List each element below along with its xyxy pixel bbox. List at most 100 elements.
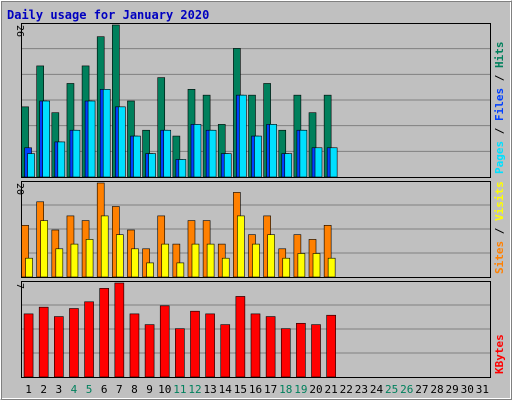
y-max-label: 7 [14, 283, 25, 289]
x-tick-label-day-16: 16 [249, 383, 262, 396]
right-label-segment: KBytes [493, 334, 506, 374]
bar-sites-day-3 [55, 248, 64, 278]
x-tick-label-day-28: 28 [430, 383, 443, 396]
bar-sites-day-17 [267, 234, 275, 278]
bar-kbytes-day-7 [114, 282, 125, 378]
bar-sites-day-1 [25, 257, 33, 278]
x-tick-label-day-20: 20 [309, 383, 322, 396]
bar-pages-day-10 [163, 129, 172, 178]
x-tick-label-day-31: 31 [476, 383, 489, 396]
panel-visits-sites: 20 Sites / Visits [14, 181, 506, 278]
right-series-label: Pages / Files / Hits [493, 42, 506, 175]
bar-kbytes-day-20 [311, 324, 321, 378]
bar-sites-day-9 [146, 262, 154, 278]
plot-border [21, 281, 491, 378]
bar-kbytes-day-6 [99, 288, 110, 378]
bar-sites-day-11 [176, 262, 185, 278]
bar-kbytes-day-18 [280, 328, 291, 378]
plot-border [21, 23, 491, 178]
bar-kbytes-day-12 [190, 310, 200, 378]
bar-sites-day-8 [131, 248, 139, 278]
bar-sites-day-10 [161, 243, 170, 278]
x-tick-label-day-26: 26 [400, 383, 413, 396]
x-tick-label-day-27: 27 [415, 383, 428, 396]
bar-pages-day-6 [102, 89, 111, 178]
bar-pages-day-3 [57, 141, 66, 178]
bar-kbytes-day-8 [129, 313, 140, 378]
bar-visits-day-11 [172, 243, 181, 278]
panel-hits-files-pages: 26 Pages / Files / Hits [14, 23, 506, 178]
bar-kbytes-day-17 [265, 316, 276, 378]
right-series-label: Sites / Visits [493, 181, 506, 274]
x-tick-label-day-21: 21 [325, 383, 338, 396]
x-tick-label-day-30: 30 [461, 383, 474, 396]
x-tick-label-day-24: 24 [370, 383, 384, 396]
bar-sites-day-16 [252, 243, 260, 278]
x-tick-label-day-11: 11 [173, 383, 186, 396]
bar-pages-day-7 [118, 106, 126, 178]
bar-pages-day-20 [314, 147, 323, 178]
bar-pages-day-1 [27, 153, 35, 178]
x-tick-label-day-14: 14 [219, 383, 233, 396]
bar-sites-day-4 [70, 243, 79, 278]
x-tick-label-day-22: 22 [340, 383, 353, 396]
bar-pages-day-2 [42, 100, 50, 178]
right-label-segment: Hits [493, 42, 506, 69]
bar-kbytes-day-2 [38, 306, 49, 378]
chart-title: Daily usage for January 2020 [7, 8, 209, 22]
x-tick-label-day-4: 4 [71, 383, 78, 396]
bar-pages-day-15 [239, 94, 247, 178]
bar-kbytes-day-9 [144, 324, 155, 378]
x-tick-label-day-3: 3 [56, 383, 63, 396]
bar-pages-day-8 [133, 135, 141, 178]
bar-pages-day-13 [208, 129, 217, 178]
bar-pages-day-17 [269, 124, 277, 178]
bar-kbytes-day-3 [54, 316, 64, 378]
bar-pages-day-9 [148, 153, 156, 178]
right-series-label: KBytes [493, 334, 506, 374]
x-tick-label-day-7: 7 [116, 383, 123, 396]
bar-kbytes-day-1 [23, 313, 34, 378]
bar-pages-day-16 [254, 135, 262, 178]
bar-sites-day-18 [282, 257, 291, 278]
right-label-segment: Files [493, 88, 506, 121]
right-label-segment: / [493, 121, 506, 141]
bar-sites-day-2 [40, 220, 48, 278]
bar-pages-day-19 [299, 129, 308, 178]
bar-sites-day-20 [312, 253, 321, 278]
x-tick-label-day-9: 9 [146, 383, 153, 396]
bar-sites-day-19 [297, 253, 306, 278]
bar-sites-day-6 [100, 215, 109, 278]
bar-sites-day-7 [116, 234, 124, 278]
x-tick-label-day-10: 10 [158, 383, 171, 396]
x-tick-label-day-6: 6 [101, 383, 108, 396]
bar-sites-day-13 [206, 243, 215, 278]
x-tick-label-day-23: 23 [355, 383, 368, 396]
bar-kbytes-day-15 [235, 296, 246, 378]
bar-kbytes-day-5 [84, 301, 94, 378]
bar-pages-day-21 [329, 147, 338, 178]
right-label-segment: Sites [493, 241, 506, 274]
bar-visits-day-1 [21, 225, 29, 278]
bar-kbytes-day-13 [205, 313, 215, 378]
x-tick-label-day-12: 12 [188, 383, 201, 396]
bar-sites-day-5 [85, 239, 94, 278]
panel-kbytes: 7 KBytes [14, 281, 506, 378]
x-tick-label-day-8: 8 [131, 383, 138, 396]
y-max-label: 20 [14, 183, 25, 195]
x-tick-label-day-19: 19 [294, 383, 307, 396]
x-tick-label-day-25: 25 [385, 383, 398, 396]
bar-kbytes-day-19 [296, 322, 306, 378]
x-tick-label-day-1: 1 [25, 383, 32, 396]
bar-sites-day-14 [221, 257, 230, 278]
bar-kbytes-day-4 [69, 308, 79, 378]
x-tick-label-day-29: 29 [446, 383, 459, 396]
bar-sites-day-21 [327, 257, 336, 278]
x-tick-label-day-2: 2 [40, 383, 47, 396]
right-label-segment: / [493, 221, 506, 241]
right-label-segment: Pages [493, 141, 506, 174]
bar-sites-day-15 [237, 215, 245, 278]
right-label-segment: Visits [493, 181, 506, 221]
